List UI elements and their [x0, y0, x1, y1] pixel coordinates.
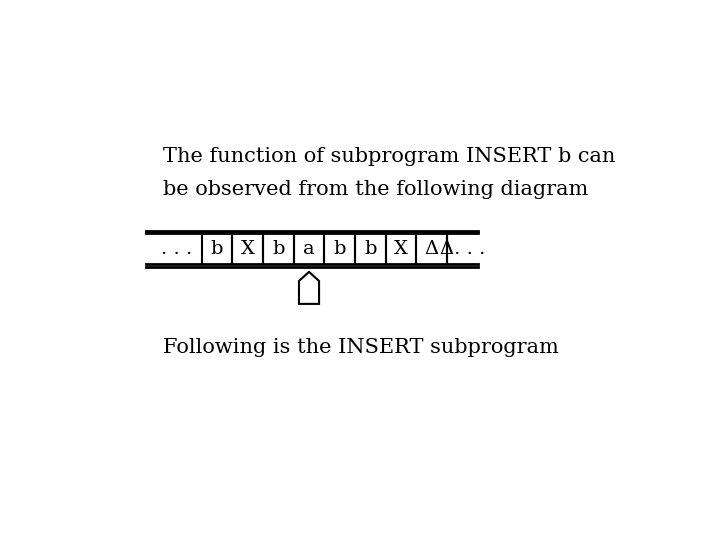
Text: b: b — [211, 240, 223, 258]
Text: The function of subprogram INSERT b can: The function of subprogram INSERT b can — [163, 147, 615, 166]
Text: b: b — [364, 240, 377, 258]
Text: X: X — [240, 240, 255, 258]
Text: b: b — [333, 240, 346, 258]
Text: Δ. . .: Δ. . . — [440, 240, 485, 258]
Text: b: b — [272, 240, 284, 258]
Text: X: X — [394, 240, 408, 258]
Text: . . .: . . . — [161, 240, 192, 258]
Text: Δ: Δ — [425, 240, 438, 258]
Text: be observed from the following diagram: be observed from the following diagram — [163, 180, 588, 199]
Text: Following is the INSERT subprogram: Following is the INSERT subprogram — [163, 338, 559, 357]
Polygon shape — [299, 272, 319, 304]
Text: a: a — [303, 240, 315, 258]
